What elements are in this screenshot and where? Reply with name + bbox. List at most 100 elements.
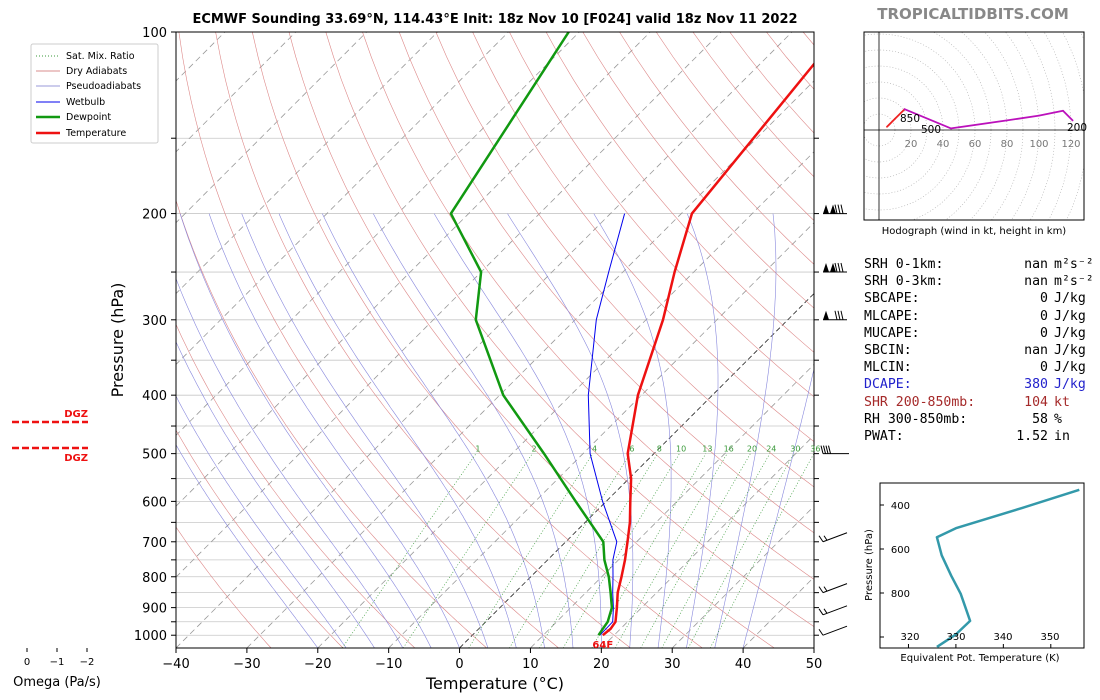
wind-barb [823,310,847,321]
isotherm [176,32,651,507]
hodo-ring-80: 80 [1001,139,1014,150]
mixing-ratio-line [614,453,728,648]
stat-mlcape: MLCAPE: 0 J/kg [864,308,1086,324]
y-tick-label: 300 [142,314,167,329]
omega-tick-2: −2 [80,657,95,668]
legend-dry-adiabats: Dry Adiabats [66,66,127,77]
mixing-ratio-line [468,453,594,648]
hodograph-caption: Hodograph (wind in kt, height in km) [882,226,1067,237]
theta-e-ylabel: Pressure (hPa) [864,529,875,601]
pseudoadiabat [507,213,634,648]
dry-adiabat [215,32,631,648]
mixing-ratio-label: 1 [475,445,480,454]
mixing-ratio-label: 8 [657,445,662,454]
x-tick-label: 40 [735,657,752,672]
surface-temp-label: 64F [592,640,613,651]
x-tick-label: −10 [375,657,402,672]
x-tick-label: 30 [664,657,681,672]
isotherm [601,434,814,648]
dry-adiabat [472,32,814,443]
mixing-ratio-label: 13 [702,445,712,454]
x-tick-label: −20 [304,657,331,672]
hodograph: 20 40 60 80 100 120 850 500 200 Hodograp… [863,31,1087,237]
pseudoadiabat [593,213,672,648]
stat-dcape: DCAPE: 380 J/kg [864,377,1086,393]
stat-mlcin: MLCIN: 0 J/kg [864,360,1086,376]
mixing-ratio-line [687,453,795,648]
mixing-ratio-line [538,453,658,648]
stat-srh-0-3km: SRH 0-3km: nan m²s⁻² [864,274,1094,290]
hodo-segment [1062,109,1074,122]
brand-watermark: TROPICALTIDBITS.COM [877,5,1069,23]
theta-e-xtick-340: 340 [993,632,1012,643]
legend-sat-mix-ratio: Sat. Mix. Ratio [66,51,135,62]
pseudoadiabat [176,341,375,648]
dewpoint-line [449,32,614,636]
isotherm [0,32,12,648]
hodo-ring-60: 60 [969,139,982,150]
legend-pseudoadiabats: Pseudoadiabats [66,81,141,92]
plot-frame [175,31,815,649]
pseudoadiabat [373,213,574,648]
wind-barb [818,625,848,636]
dry-adiabat [178,32,559,648]
isotherm [176,32,367,224]
mixing-ratio-label: 16 [724,445,734,454]
hodo-ring-120: 120 [1061,139,1080,150]
theta-e-frame [879,482,1085,649]
wind-barb [823,262,847,273]
omega-tick-0: 0 [24,657,30,668]
dgz-bottom-label: DGZ [64,453,88,464]
hodo-segment [1038,109,1064,117]
theta-e-line [935,488,1080,648]
chart-title: ECMWF Sounding 33.69°N, 114.43°E Init: 1… [192,12,797,27]
wetbulb-line [587,213,626,636]
theta-e-ytick-400: 400 [891,501,910,512]
pseudoadiabat [176,395,347,648]
isotherm [176,32,438,295]
hodo-ring-100: 100 [1029,139,1048,150]
isotherm-zero [459,292,814,648]
dgz-top-label: DGZ [64,409,88,420]
isotherm [176,32,509,366]
x-tick-label: 10 [522,657,539,672]
theta-e-ytick-800: 800 [891,589,910,600]
wind-barb [818,605,848,616]
y-tick-label: 600 [142,495,167,510]
pseudoadiabat [241,213,489,648]
temperature-line [602,62,814,637]
mixing-ratio-label: 10 [676,445,686,454]
mixing-ratio-label: 20 [747,445,757,454]
wind-barbs [818,204,849,636]
theta-e-xtick-320: 320 [900,632,919,643]
pseudoadiabat [176,277,404,648]
hodo-segment [894,108,906,120]
wind-barb [818,532,848,543]
wind-barb [823,204,847,215]
pseudoadiabat [179,213,432,648]
y-tick-label: 700 [142,536,167,551]
hodo-segment [950,119,1008,130]
pseudoadiabat [742,367,814,648]
omega-panel: DGZ DGZ 0 −1 −2 Omega (Pa/s) [12,409,101,690]
mixing-ratio-label: 2 [532,445,537,454]
y-tick-label: 1000 [134,629,167,644]
dry-adiabat [582,32,814,309]
mixing-ratio-label: 4 [592,445,597,454]
mixing-ratio-label: 6 [629,445,634,454]
pseudoadiabat [176,444,319,648]
pseudoadiabat [322,213,545,648]
dry-adiabat [252,32,703,648]
y-tick-label: 500 [142,448,167,463]
x-tick-label: 20 [593,657,610,672]
stat-shear-200-850: SHR 200-850mb: 104 kt [864,394,1070,410]
hodo-label-200: 200 [1067,122,1087,134]
theta-e-xtick-350: 350 [1040,632,1059,643]
dry-adiabat [545,32,814,353]
y-tick-label: 800 [142,571,167,586]
stat-pwat: PWAT: 1.52 in [864,429,1070,445]
legend-temperature: Temperature [65,128,126,139]
y-tick-label: 400 [142,389,167,404]
